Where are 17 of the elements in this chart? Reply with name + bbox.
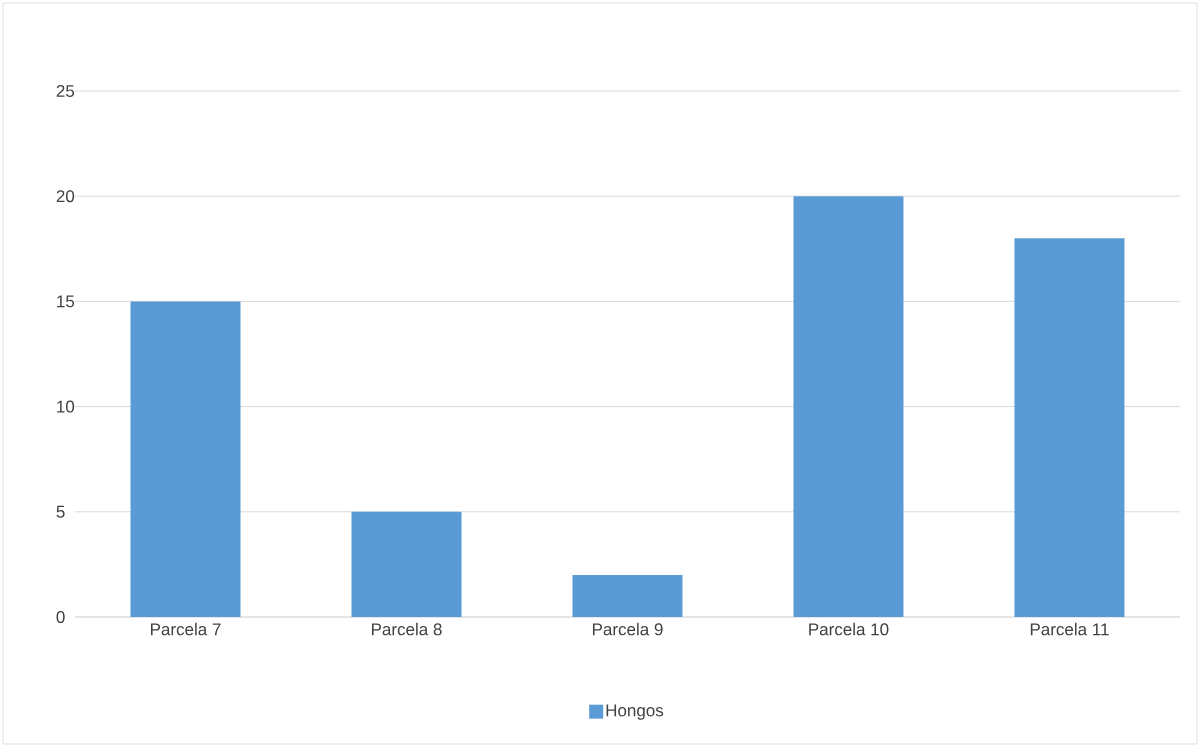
x-tick-label: Parcela 9 (592, 622, 663, 636)
bar (1014, 238, 1125, 617)
y-tick-label: 25 (56, 84, 75, 98)
y-tick-label: 20 (56, 190, 75, 203)
bar (793, 196, 904, 617)
y-tick-label: 0 (56, 610, 65, 624)
x-tick-label: Parcela 10 (809, 622, 889, 636)
x-tick-label: Parcela 7 (150, 622, 221, 636)
y-tick-label: 10 (57, 400, 75, 413)
y-tick-label: 15 (57, 295, 75, 308)
y-tick-label: 5 (56, 505, 65, 518)
legend-label: Hongos (606, 704, 664, 720)
x-tick-label: Parcela 11 (1030, 622, 1109, 636)
bar (572, 574, 683, 617)
bar (130, 301, 241, 617)
x-tick-label: Parcela 8 (371, 622, 442, 636)
bar (351, 511, 462, 617)
